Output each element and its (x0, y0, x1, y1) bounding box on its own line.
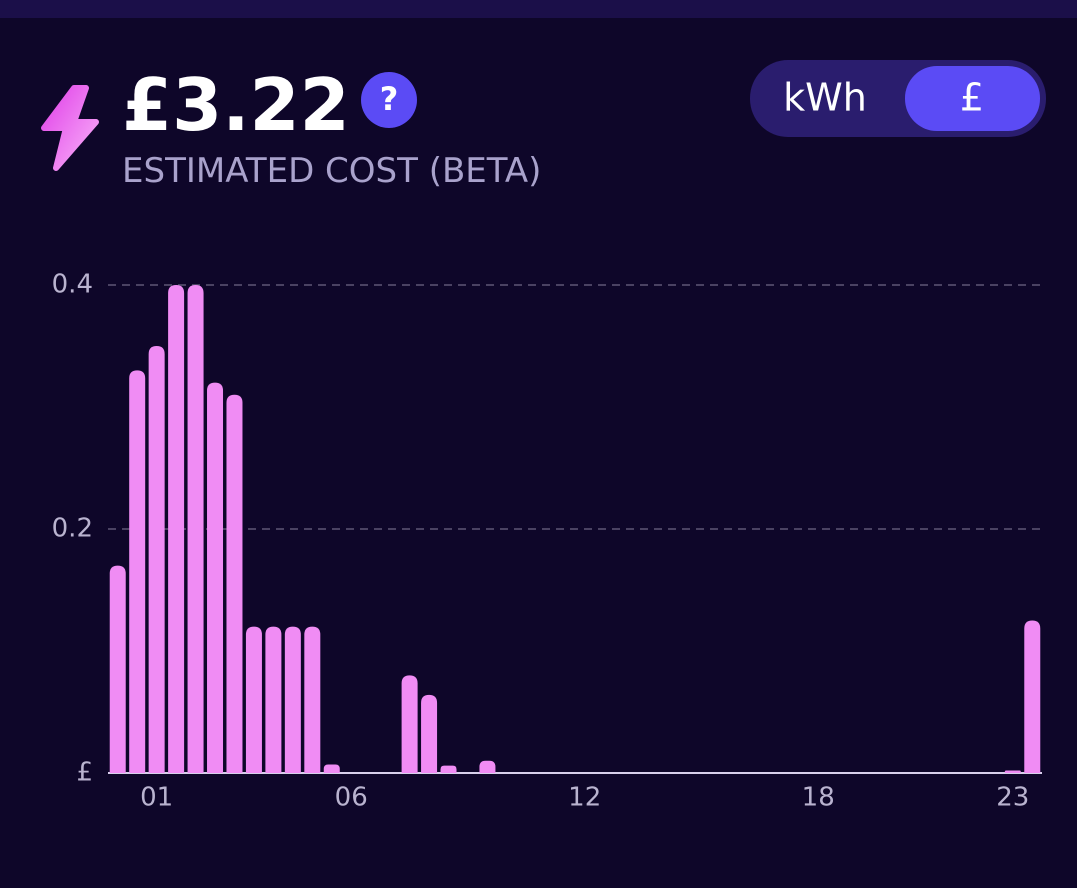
bar (187, 285, 204, 773)
bar (421, 694, 438, 773)
bar (265, 626, 282, 773)
bar (1004, 770, 1021, 773)
help-button[interactable] (361, 72, 417, 128)
subtitle: ESTIMATED COST (BETA) (122, 151, 541, 191)
bar (304, 626, 321, 773)
x-tick-label: 01 (140, 783, 173, 813)
bar (109, 565, 126, 773)
bar (284, 626, 301, 773)
x-tick-label: 23 (996, 783, 1029, 813)
y-tick-label: 0.4 (52, 270, 93, 300)
amount: £3.22 (122, 63, 350, 147)
help-icon[interactable]: ? (380, 80, 399, 118)
y-tick-label: 0.2 (52, 514, 93, 544)
bar (1024, 620, 1041, 773)
bar (401, 675, 418, 773)
bar (168, 285, 185, 773)
toggle-kwh[interactable]: kWh (783, 76, 867, 120)
toggle-active[interactable] (905, 66, 1040, 131)
bar (226, 394, 243, 773)
bar (479, 760, 496, 773)
bar (148, 346, 165, 773)
top-bar (0, 0, 1077, 18)
bar (207, 382, 224, 773)
bar (323, 764, 340, 773)
bolt-icon (41, 85, 99, 171)
bar (245, 626, 262, 773)
toggle-pound[interactable]: £ (960, 76, 984, 120)
x-tick-label: 06 (335, 783, 368, 813)
y-tick-label: £ (76, 758, 93, 788)
x-tick-label: 18 (802, 783, 835, 813)
x-tick-label: 12 (568, 783, 601, 813)
bar (440, 765, 457, 773)
bar (129, 370, 146, 773)
